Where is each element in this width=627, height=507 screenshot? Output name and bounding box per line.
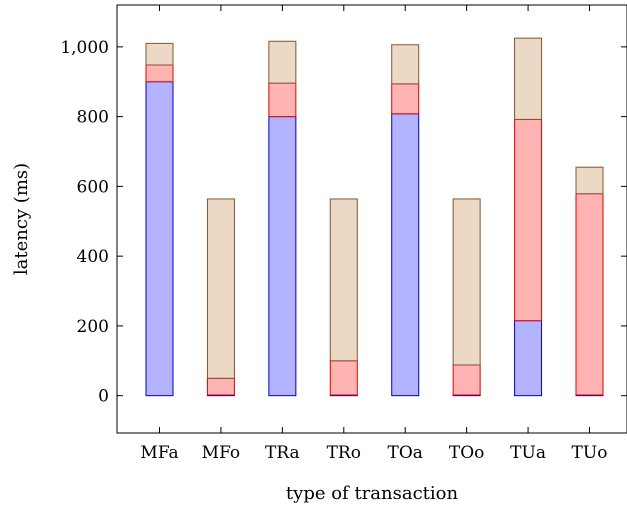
y-tick-label: 0 xyxy=(98,387,109,407)
bar-segment xyxy=(145,42,174,66)
bar-segment xyxy=(268,116,297,397)
x-tick-label: TUa xyxy=(510,443,546,463)
bar-segment xyxy=(514,320,543,397)
bar-segment xyxy=(268,40,297,84)
y-tick-label: 1,000 xyxy=(60,38,109,58)
x-tick-label: MFo xyxy=(202,443,241,463)
y-tick-label: 600 xyxy=(77,177,109,197)
bar-segment xyxy=(145,81,174,397)
bar-segment xyxy=(329,360,358,396)
bar-segment xyxy=(268,82,297,118)
bar-segment xyxy=(391,83,420,115)
bar-segment xyxy=(206,377,235,396)
bar-segment xyxy=(206,198,235,379)
x-tick-label: TOo xyxy=(449,443,485,463)
x-tick-label: TRo xyxy=(327,443,361,463)
x-tick-label: MFa xyxy=(140,443,178,463)
y-tick-label: 800 xyxy=(77,108,109,128)
bar-segment xyxy=(575,166,604,195)
x-tick-label: TOa xyxy=(388,443,423,463)
x-axis-label: type of transaction xyxy=(286,483,459,504)
bar-segment xyxy=(452,364,481,396)
bars-layer xyxy=(145,37,604,397)
y-axis: 0 200 400 600 800 1,000 xyxy=(60,38,627,407)
bar-segment xyxy=(391,113,420,397)
bar-segment xyxy=(514,37,543,120)
x-tick-label: TUo xyxy=(572,443,608,463)
bar-segment xyxy=(452,198,481,366)
y-tick-label: 400 xyxy=(77,247,109,267)
bar-segment xyxy=(145,64,174,83)
x-axis: MFa MFo TRa TRo TOa TOo TUa TUo xyxy=(140,5,607,463)
plot-frame xyxy=(116,4,627,434)
bar-segment xyxy=(514,118,543,322)
bar-segment xyxy=(391,44,420,85)
y-tick-label: 200 xyxy=(77,317,109,337)
y-axis-label: latency (ms) xyxy=(11,163,32,275)
bar-segment xyxy=(329,198,358,362)
bar-segment xyxy=(575,193,604,396)
x-tick-label: TRa xyxy=(265,443,300,463)
